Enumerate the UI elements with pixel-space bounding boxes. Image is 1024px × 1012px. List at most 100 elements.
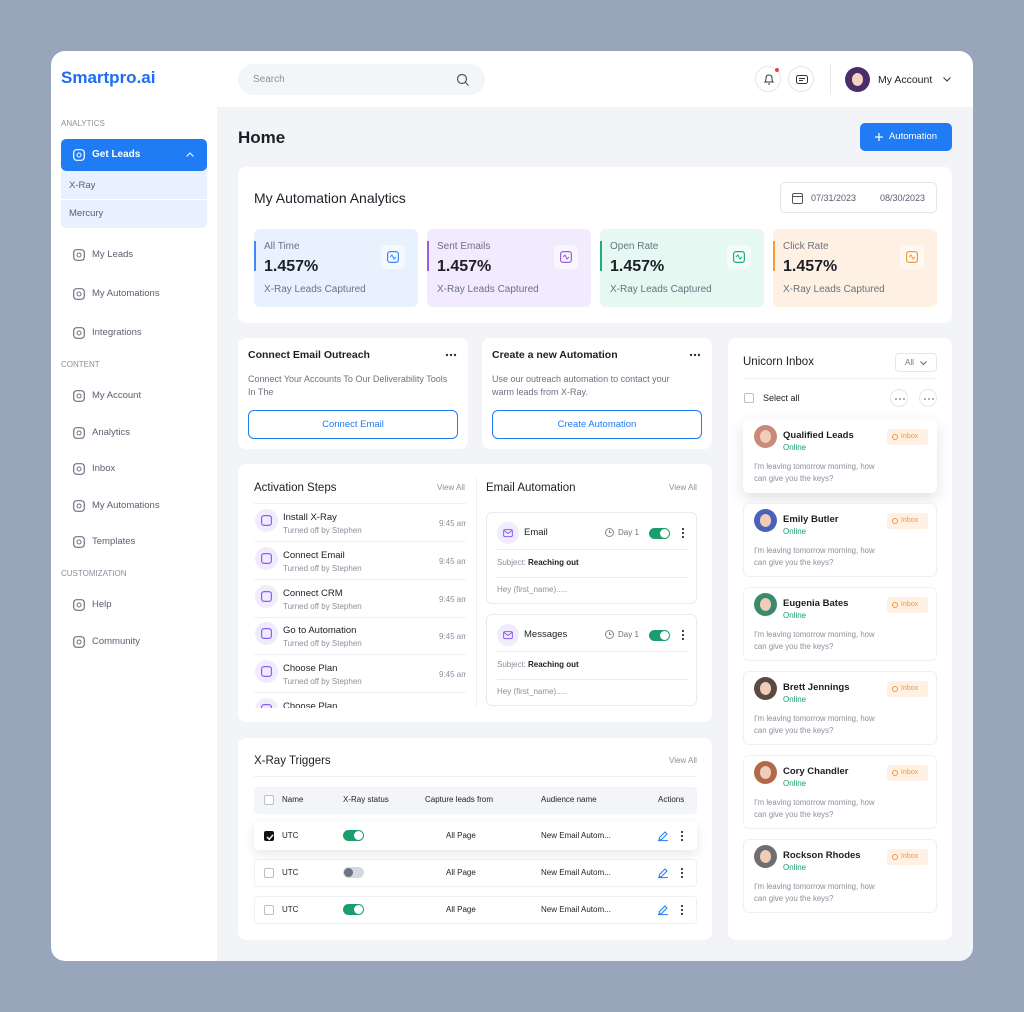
nav-item[interactable]: Integrations [92,327,142,338]
messages-button[interactable] [788,66,814,92]
toggle[interactable] [649,630,670,641]
view-all-link[interactable]: View All [669,756,697,765]
row-audience: New Email Autom... [541,905,611,914]
checkbox[interactable] [264,831,274,841]
nav-item[interactable]: My Automations [92,288,160,299]
more-button[interactable] [676,867,688,879]
message-card[interactable]: Emily Butler Online Inbox I'm leaving tomor… [743,503,937,577]
step-name: Choose Plan [283,701,338,708]
more-button[interactable] [677,527,689,539]
avatar-face [760,430,771,443]
email-step-day: Day 1 [618,630,639,639]
edit-button[interactable] [658,831,668,842]
outline-button[interactable]: Create Automation [492,410,702,439]
action-card: Create a new Automation Use our outreach … [482,338,712,449]
more-button[interactable] [677,629,689,641]
toggle[interactable] [649,528,670,539]
message-preview: I'm leaving tomorrow morning, how can gi… [754,798,875,819]
nav-item-active[interactable] [61,139,207,171]
notification-dot [775,68,779,72]
select-all-label[interactable]: Select all [763,393,800,403]
view-all-link[interactable]: View All [437,483,465,492]
stat-accent [427,241,429,271]
subject-text: Reaching out [528,660,579,669]
stat-card: Open Rate 1.457% X-Ray Leads Captured [600,229,764,307]
table-header [254,787,697,814]
avatar [754,593,777,616]
divider [497,577,688,578]
more-button[interactable] [676,904,688,916]
date-range[interactable]: 07/31/2023 08/30/2023 [780,182,937,213]
nav-item[interactable]: Inbox [92,463,116,474]
checkbox[interactable] [744,393,754,403]
stat-icon [727,245,751,269]
nav-item[interactable]: My Account [92,390,142,401]
notification-button[interactable] [755,66,781,92]
nav-item[interactable]: My Automations [92,500,160,511]
checkbox[interactable] [264,868,274,878]
nav-item[interactable]: Templates [92,536,136,547]
nav-item[interactable]: Analytics [92,427,131,438]
section-heading: CONTENT [61,360,100,369]
subnav-item[interactable]: X-Ray [69,180,96,191]
subnav-item[interactable]: Mercury [69,208,104,219]
column-header: Name [282,795,304,804]
inbox-filter[interactable]: All [895,353,937,372]
edit-button[interactable] [658,868,668,879]
divider [743,378,937,379]
message-card[interactable]: Brett Jennings Online Inbox I'm leaving tom… [743,671,937,745]
automation-button[interactable]: Automation [860,123,952,151]
button-label: Automation [888,131,938,142]
divider [497,651,688,652]
message-card[interactable]: Qualified Leads Online Inbox I'm leaving to… [743,419,937,493]
avatar [754,761,777,784]
search-box[interactable]: Search [238,64,485,95]
email-step-name: Messages [524,629,568,640]
email-step-icon [497,624,519,646]
icon [261,590,273,602]
nav-item-label[interactable]: Get Leads [92,149,141,160]
more-button[interactable] [445,349,457,361]
view-all-link[interactable]: View All [669,483,697,492]
toggle[interactable] [343,904,364,915]
step-sub: Turned off by Stephen [283,563,362,573]
button-label: Connect Email [322,419,384,430]
divider [254,692,466,694]
message-card[interactable]: Cory Chandler Online Inbox I'm leaving tomo… [743,755,937,829]
column-header: Audience name [541,795,597,804]
message-card[interactable]: Eugenia Bates Online Inbox I'm leaving tomo… [743,587,937,661]
icon [560,251,573,264]
more-button[interactable] [919,389,937,407]
toggle[interactable] [343,867,364,878]
more-button[interactable] [689,349,701,361]
step-time: 9:45 am [439,670,466,680]
step-icon [255,698,278,708]
panel-title: Unicorn Inbox [743,356,814,368]
nav-item[interactable]: My Leads [92,249,134,260]
account-name[interactable]: My Account [878,74,933,86]
message-card[interactable]: Rockson Rhodes Online Inbox I'm leaving tom… [743,839,937,913]
icon [261,515,273,527]
more-button[interactable] [676,830,688,842]
toggle[interactable] [343,830,364,841]
checkbox[interactable] [264,905,274,915]
avatar [754,677,777,700]
outline-button[interactable]: Connect Email [248,410,458,439]
checkbox[interactable] [264,795,274,805]
divider [254,541,466,542]
account-avatar[interactable] [845,67,870,92]
sender-name: Rockson Rhodes [783,850,861,861]
stat-card: Sent Emails 1.457% X-Ray Leads Captured [427,229,591,307]
sender-name: Cory Chandler [783,766,849,777]
grid-button[interactable] [890,389,908,407]
email-step-card: Messages Day 1 Subject: Reaching out Hey (fi… [486,614,697,706]
sender-status: Online [783,611,807,620]
step-row: Connect Email Turned off by Stephen 9:45 a… [254,543,466,581]
edit-button[interactable] [658,905,668,916]
divider [476,478,477,708]
stat-accent [600,241,602,271]
sender-name: Eugenia Bates [783,598,849,609]
nav-item[interactable]: Help [92,599,112,610]
nav-item[interactable]: Community [92,636,141,647]
